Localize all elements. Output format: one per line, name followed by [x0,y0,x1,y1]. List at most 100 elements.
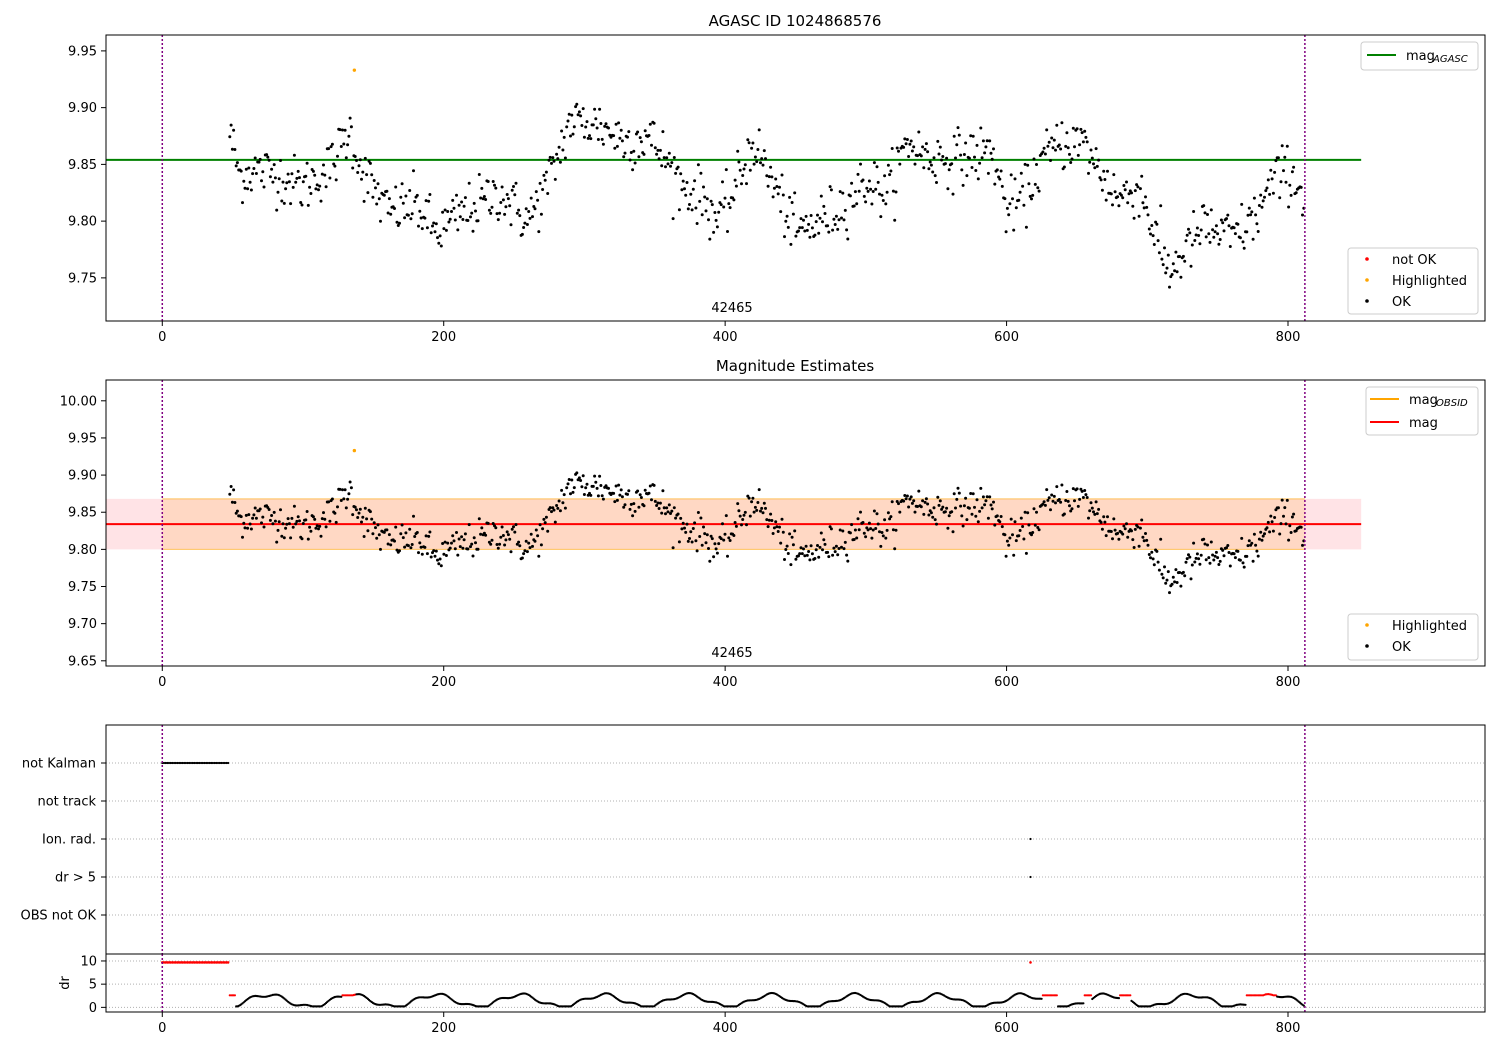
ok-point [1203,211,1207,215]
ok-point [1123,188,1127,192]
ok-point [917,489,921,493]
ok-point [745,523,748,527]
y-tick-label: 5 [89,978,97,993]
ok-point [438,557,442,561]
flag-point [196,761,199,765]
ok-point [941,505,945,509]
ok-point [262,185,266,189]
ok-point [946,526,950,530]
ok-point [553,520,557,524]
ok-point [1137,214,1141,218]
flag-point [189,761,193,765]
ok-point [1263,532,1266,536]
ok-point [330,142,334,146]
legend2-highlighted-marker [1365,623,1369,627]
ok-point [774,520,778,524]
ok-point [401,201,405,205]
ok-point [1088,509,1092,513]
ok-point [570,478,574,482]
ok-point [738,514,742,518]
ok-point [840,545,843,549]
ok-point [1150,550,1154,554]
ok-point [890,500,894,504]
ok-point [703,532,707,536]
ok-point [258,507,262,511]
ok-point [648,122,652,126]
ok-point [580,485,584,489]
ok-point [827,555,831,559]
ok-point [628,507,632,511]
ok-point [929,163,933,167]
ok-point [443,208,447,212]
ok-point [1017,534,1021,538]
x-tick-label: 0 [158,675,166,690]
ok-point [631,514,635,518]
ok-point [956,486,960,490]
ok-point [685,522,689,526]
ok-point [1289,193,1293,197]
ok-point [1084,493,1088,497]
ok-point [780,173,784,177]
ok-point [705,533,709,537]
ok-point [964,496,968,500]
ok-point [366,191,370,195]
ok-point [880,531,884,534]
ok-point [980,506,984,510]
ok-point [1090,506,1094,510]
ok-point [760,157,764,161]
ok-point [1236,222,1240,226]
ok-point [419,545,423,549]
ok-point [853,190,857,194]
ok-point [301,180,305,184]
ok-point [1213,230,1217,234]
ok-point [594,117,598,121]
ok-point [539,543,543,547]
ok-point [523,221,527,225]
ok-point [243,526,247,530]
ok-point [272,510,276,514]
ok-point [548,506,552,510]
ok-point [864,535,868,539]
ok-point [387,533,391,537]
ok-point [898,510,902,514]
legend-mag-agasc-sub: AGASC [1432,54,1468,65]
ok-point [343,128,347,132]
flag-point [162,761,166,765]
ok-point [541,188,545,191]
ok-point [420,227,424,231]
ok-point [427,199,431,203]
ok-point [1087,171,1090,175]
ok-point [490,205,494,209]
ok-point [909,495,913,499]
panel2-obsid-label: 42465 [711,646,752,661]
flag-point [188,761,191,765]
ok-point [531,215,534,219]
ok-point [666,510,670,514]
ok-point [728,539,732,542]
ok-point [387,197,391,201]
ok-point [561,501,565,505]
ok-point [1209,540,1213,544]
y-tick-label: 9.70 [68,617,97,632]
ok-point [1285,498,1289,502]
ok-point [374,186,377,190]
dr-point [340,995,343,998]
ok-point [457,537,461,541]
ok-point [1047,496,1051,500]
ok-point [233,148,237,151]
ok-point [737,160,741,164]
ok-point [665,156,669,160]
ok-point [1085,140,1089,144]
ok-point [444,228,448,232]
ok-point [394,185,398,189]
ok-point [894,528,898,532]
ok-point [1141,535,1145,539]
ok-point [562,493,566,497]
ok-point [637,505,641,509]
ok-point [1240,536,1244,540]
ok-point [1246,213,1250,217]
ok-point [537,554,541,558]
ok-point [769,512,773,516]
ok-point [757,128,761,132]
ok-point [556,506,560,510]
